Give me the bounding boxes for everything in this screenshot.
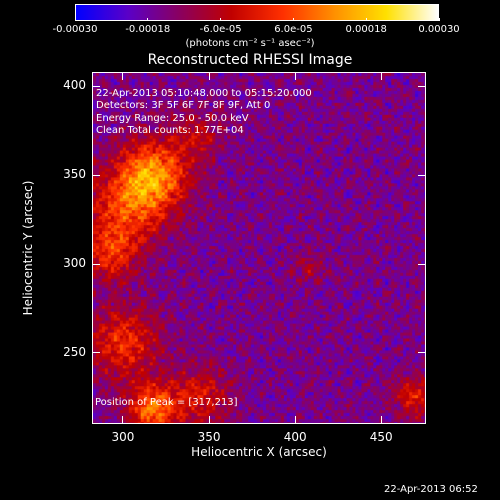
colorbar-tick-label: -0.00018 [125,24,171,35]
peak-position-annotation: Position of Peak = [317,213] [95,397,238,408]
x-tick-label: 350 [197,430,221,444]
plot-timestamp: 22-Apr-2013 06:52 [384,484,478,495]
colorbar-tick-mark [438,18,440,21]
y-tick-mark [418,352,426,354]
colorbar-tick-label: 0.00030 [418,24,460,35]
colorbar-tick-label: -0.00030 [52,24,98,35]
y-tick-mark [92,352,100,354]
x-tick-mark [294,72,296,80]
y-tick-mark [92,85,100,87]
colorbar-tick-label: -6.0e-05 [199,24,242,35]
x-tick-mark [208,72,210,80]
y-tick-mark [92,174,100,176]
colorbar-tick-label: 0.00018 [345,24,387,35]
y-tick-label: 250 [63,344,86,359]
observation-info: 22-Apr-2013 05:10:48.000 to 05:15:20.000… [96,88,312,138]
y-tick-mark [92,263,100,265]
y-tick-label: 350 [63,167,86,182]
colorbar-tick-mark [220,18,222,21]
x-tick-mark [380,416,382,424]
colorbar-tick-mark [365,18,367,21]
x-tick-label: 400 [283,430,307,444]
clean-counts-annotation: Clean Total counts: 1.77E+04 [96,125,244,137]
colorbar-unit-label: (photons cm⁻² s⁻¹ asec⁻²) [185,38,315,49]
x-tick-mark [122,416,124,424]
y-tick-mark [418,85,426,87]
plot-area [92,72,426,424]
y-tick-mark [418,263,426,265]
y-tick-mark [418,174,426,176]
colorbar-tick-mark [292,18,294,21]
x-tick-mark [380,72,382,80]
heatmap-image [93,73,425,423]
colorbar-tick-mark [147,18,149,21]
colorbar-tick-mark [74,18,76,21]
x-tick-mark [208,416,210,424]
detectors-annotation: Detectors: 3F 5F 6F 7F 8F 9F, Att 0 [96,100,271,112]
y-axis-label: Heliocentric Y (arcsec) [21,180,35,316]
x-tick-label: 450 [369,430,393,444]
x-axis-label: Heliocentric X (arcsec) [191,445,327,459]
x-tick-mark [294,416,296,424]
x-tick-mark [122,72,124,80]
colorbar-tick-label: 6.0e-05 [274,24,313,35]
y-tick-label: 300 [63,256,86,270]
time-range-annotation: 22-Apr-2013 05:10:48.000 to 05:15:20.000 [96,88,312,99]
energy-range-annotation: Energy Range: 25.0 - 50.0 keV [96,112,249,124]
x-tick-label: 300 [111,430,135,444]
chart-title: Reconstructed RHESSI Image [147,52,353,68]
colorbar [75,4,439,21]
y-tick-label: 400 [63,78,86,93]
